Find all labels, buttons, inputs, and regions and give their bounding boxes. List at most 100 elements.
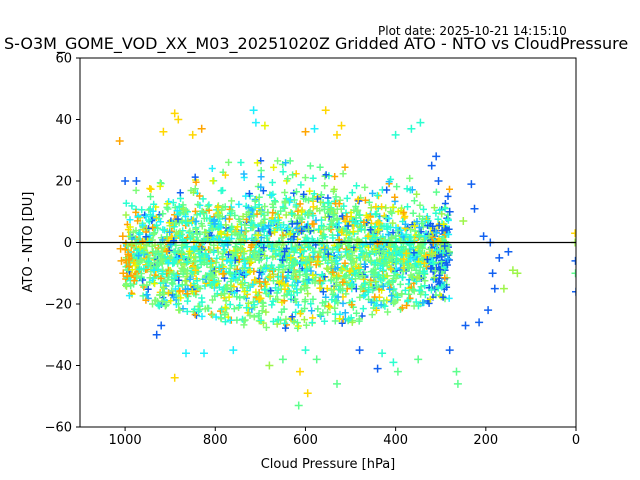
bulk-point	[444, 192, 452, 200]
bulk-point	[190, 189, 197, 196]
data-point	[182, 349, 190, 358]
data-point	[117, 256, 126, 265]
bulk-point	[325, 302, 333, 310]
bulk-point	[251, 203, 259, 211]
bulk-point	[348, 318, 356, 326]
bulk-point	[370, 269, 378, 277]
bulk-point	[387, 175, 395, 183]
bulk-point	[283, 245, 290, 252]
bulk-point	[342, 271, 350, 279]
bulk-point	[328, 258, 336, 266]
bulk-point	[209, 311, 216, 319]
bulk-point	[207, 263, 214, 271]
bulk-point	[407, 233, 415, 241]
bulk-point	[251, 197, 259, 205]
bulk-point	[307, 267, 315, 275]
bulk-point	[412, 298, 420, 306]
bulk-point	[236, 230, 244, 238]
bulk-point	[393, 183, 401, 191]
bulk-point	[269, 297, 277, 305]
bulk-point	[364, 214, 372, 221]
bulk-point	[404, 296, 412, 304]
data-point	[170, 109, 179, 118]
bulk-point	[166, 228, 174, 236]
bulk-point	[176, 287, 184, 295]
bulk-point	[255, 252, 263, 260]
bulk-point	[182, 219, 190, 227]
bulk-point	[315, 249, 323, 256]
bulk-point	[138, 206, 146, 214]
bulk-point	[156, 182, 164, 190]
bulk-point	[392, 224, 400, 232]
data-point	[116, 244, 125, 253]
bulk-point	[446, 248, 453, 256]
bulk-point	[341, 309, 349, 317]
data-point	[229, 346, 238, 355]
bulk-point	[175, 203, 183, 210]
bulk-point	[323, 264, 331, 272]
bulk-point	[305, 196, 312, 204]
bulk-point	[377, 301, 385, 309]
bulk-point	[351, 219, 359, 227]
bulk-point	[256, 268, 264, 276]
y-tick-label: 0	[64, 236, 72, 251]
bulk-point	[272, 250, 280, 258]
bulk-point	[239, 213, 247, 220]
bulk-point	[341, 259, 349, 267]
bulk-point	[246, 267, 254, 275]
bulk-point	[281, 285, 289, 293]
bulk-point	[231, 229, 239, 237]
bulk-point	[278, 234, 286, 242]
data-point	[188, 130, 197, 139]
bulk-point	[364, 232, 372, 240]
bulk-point	[255, 312, 262, 320]
bulk-point	[297, 286, 305, 294]
bulk-point	[153, 221, 160, 229]
bulk-point	[407, 255, 415, 263]
bulk-point	[150, 266, 158, 274]
bulk-point	[321, 182, 329, 190]
bulk-point	[433, 247, 441, 254]
bulk-point	[343, 280, 351, 288]
bulk-point	[327, 217, 335, 225]
bulk-point	[280, 280, 288, 288]
bulk-point	[175, 219, 183, 227]
x-tick-label: 1000	[109, 433, 142, 448]
plot-date: Plot date: 2025-10-21 14:15:10	[378, 24, 567, 38]
bulk-point	[390, 272, 398, 280]
bulk-point	[230, 283, 238, 291]
bulk-point	[307, 300, 315, 308]
bulk-point	[368, 311, 376, 319]
data-point	[278, 355, 287, 364]
bulk-point	[157, 218, 164, 226]
bulk-point	[200, 215, 208, 222]
bulk-point	[331, 304, 339, 312]
bulk-point	[287, 254, 295, 262]
bulk-point	[392, 232, 400, 240]
bulk-point	[191, 173, 199, 181]
bulk-point	[421, 277, 429, 285]
bulk-point	[139, 292, 147, 300]
bulk-point	[387, 208, 395, 216]
bulk-point	[282, 211, 290, 219]
bulk-point	[431, 285, 439, 293]
bulk-point	[241, 288, 249, 296]
bulk-point	[357, 285, 365, 293]
bulk-point	[262, 308, 270, 316]
bulk-point	[257, 208, 265, 215]
bulk-point	[237, 159, 245, 166]
bulk-point	[433, 254, 441, 262]
bulk-point	[398, 290, 406, 298]
bulk-point	[361, 196, 369, 204]
bulk-point	[382, 204, 390, 212]
bulk-point	[324, 308, 332, 316]
bulk-point	[320, 226, 327, 234]
bulk-point	[230, 274, 238, 282]
bulk-point	[360, 292, 368, 300]
bulk-point	[250, 212, 258, 220]
bulk-point	[215, 212, 223, 220]
bulk-point	[355, 254, 363, 261]
bulk-point	[268, 245, 275, 253]
bulk-point	[312, 216, 320, 224]
bulk-point	[237, 281, 245, 288]
